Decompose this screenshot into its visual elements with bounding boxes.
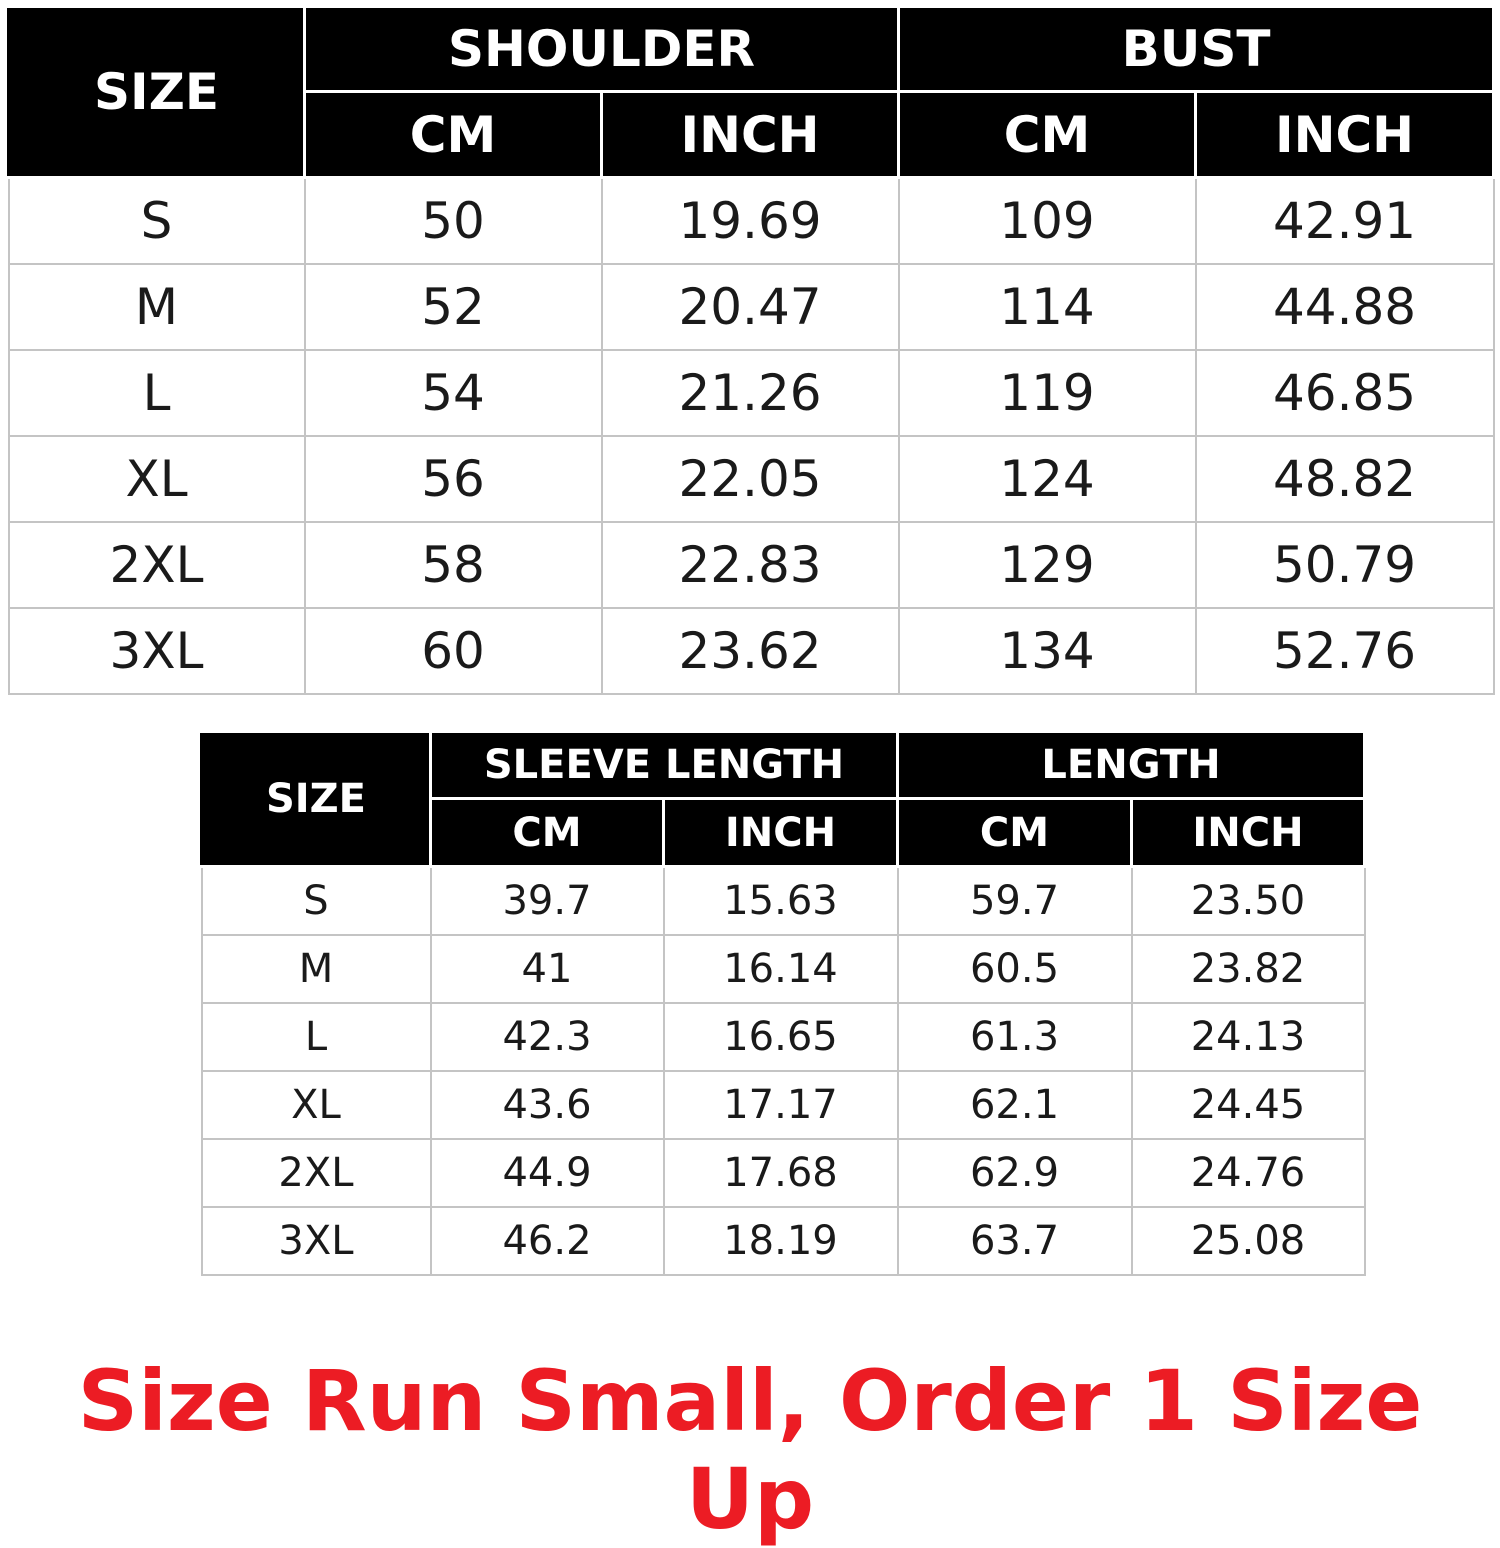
value-cell: 42.91	[1194, 176, 1495, 265]
size-cell: S	[200, 865, 432, 936]
value-cell: 43.6	[429, 1070, 665, 1140]
value-cell: 62.9	[896, 1138, 1133, 1208]
value-cell: 23.62	[600, 607, 900, 695]
value-cell: 119	[897, 349, 1197, 437]
header-row-groups: SIZE SHOULDER BUST	[7, 5, 1496, 179]
value-cell: 24.13	[1130, 1002, 1366, 1072]
header-row-units: CM INCH CM INCH	[9, 90, 1496, 179]
header-row-units: CM INCH CM INCH	[202, 797, 1366, 868]
value-cell: 23.50	[1130, 865, 1366, 936]
group-header: SHOULDER	[302, 5, 901, 93]
value-cell: 46.2	[429, 1206, 665, 1276]
table-row: 3XL 60 23.62 134 52.76	[7, 607, 1495, 695]
value-cell: 124	[897, 435, 1197, 523]
size-header: SIZE	[200, 730, 432, 868]
value-cell: 48.82	[1194, 435, 1495, 523]
value-cell: 46.85	[1194, 349, 1495, 437]
table-header: SIZE SHOULDER BUST CM INCH CM INCH	[7, 5, 1496, 179]
value-cell: 52	[303, 263, 603, 351]
value-cell: 22.83	[600, 521, 900, 609]
unit-header: CM	[303, 90, 603, 179]
size-table-sleeve-length: SIZE SLEEVE LENGTH LENGTH CM INCH CM INCH S 39.7…	[200, 730, 1366, 1276]
table-row: L 54 21.26 119 46.85	[7, 349, 1495, 437]
value-cell: 50	[303, 176, 603, 265]
value-cell: 50.79	[1194, 521, 1495, 609]
value-cell: 41	[429, 934, 665, 1004]
value-cell: 61.3	[896, 1002, 1133, 1072]
value-cell: 134	[897, 607, 1197, 695]
size-advice-note: Size Run Small, Order 1 Size Up	[77, 1352, 1423, 1548]
value-cell: 21.26	[600, 349, 900, 437]
value-cell: 25.08	[1130, 1206, 1366, 1276]
value-cell: 24.76	[1130, 1138, 1366, 1208]
size-cell: XL	[7, 435, 306, 523]
value-cell: 62.1	[896, 1070, 1133, 1140]
value-cell: 109	[897, 176, 1197, 265]
size-cell: 3XL	[200, 1206, 432, 1276]
size-cell: S	[7, 176, 306, 265]
value-cell: 129	[897, 521, 1197, 609]
size-table-shoulder-bust: SIZE SHOULDER BUST CM INCH CM INCH S 50 19.69 109 4…	[7, 5, 1496, 695]
value-cell: 44.9	[429, 1138, 665, 1208]
value-cell: 54	[303, 349, 603, 437]
value-cell: 58	[303, 521, 603, 609]
unit-header: INCH	[1194, 90, 1496, 179]
size-cell: L	[7, 349, 306, 437]
value-cell: 23.82	[1130, 934, 1366, 1004]
group-header: LENGTH	[896, 730, 1366, 800]
group-header: SLEEVE LENGTH	[429, 730, 899, 800]
value-cell: 56	[303, 435, 603, 523]
value-cell: 17.68	[662, 1138, 899, 1208]
table-row: XL 56 22.05 124 48.82	[7, 435, 1495, 523]
value-cell: 24.45	[1130, 1070, 1366, 1140]
value-cell: 60	[303, 607, 603, 695]
size-cell: 2XL	[200, 1138, 432, 1208]
unit-header: CM	[896, 797, 1133, 868]
value-cell: 42.3	[429, 1002, 665, 1072]
size-cell: 2XL	[7, 521, 306, 609]
value-cell: 16.14	[662, 934, 899, 1004]
table-row: 2XL 44.9 17.68 62.9 24.76	[200, 1138, 1366, 1208]
value-cell: 114	[897, 263, 1197, 351]
value-cell: 44.88	[1194, 263, 1495, 351]
unit-header: INCH	[599, 90, 901, 179]
size-cell: L	[200, 1002, 432, 1072]
table-row: S 50 19.69 109 42.91	[7, 176, 1495, 265]
unit-header: INCH	[662, 797, 899, 868]
value-cell: 22.05	[600, 435, 900, 523]
table-row: M 52 20.47 114 44.88	[7, 263, 1495, 351]
size-cell: 3XL	[7, 607, 306, 695]
value-cell: 18.19	[662, 1206, 899, 1276]
value-cell: 59.7	[896, 865, 1133, 936]
table-body: S 50 19.69 109 42.91 M 52 20.47 114 44.88 L 54 21.26…	[7, 176, 1495, 695]
value-cell: 20.47	[600, 263, 900, 351]
table-row: M 41 16.14 60.5 23.82	[200, 934, 1366, 1004]
table-row: L 42.3 16.65 61.3 24.13	[200, 1002, 1366, 1072]
unit-header: CM	[897, 90, 1198, 179]
size-cell: M	[7, 263, 306, 351]
header-row-groups: SIZE SLEEVE LENGTH LENGTH	[200, 730, 1366, 868]
unit-header: CM	[429, 797, 665, 868]
size-header: SIZE	[7, 5, 306, 179]
table-row: XL 43.6 17.17 62.1 24.45	[200, 1070, 1366, 1140]
table-row: S 39.7 15.63 59.7 23.50	[200, 865, 1366, 936]
value-cell: 39.7	[429, 865, 665, 936]
value-cell: 52.76	[1194, 607, 1495, 695]
size-cell: M	[200, 934, 432, 1004]
table-body: S 39.7 15.63 59.7 23.50 M 41 16.14 60.5 23.82 L 42.…	[200, 865, 1366, 1276]
table-row: 2XL 58 22.83 129 50.79	[7, 521, 1495, 609]
value-cell: 60.5	[896, 934, 1133, 1004]
value-cell: 16.65	[662, 1002, 899, 1072]
unit-header: INCH	[1130, 797, 1366, 868]
value-cell: 15.63	[662, 865, 899, 936]
value-cell: 63.7	[896, 1206, 1133, 1276]
table-header: SIZE SLEEVE LENGTH LENGTH CM INCH CM INCH	[200, 730, 1366, 868]
value-cell: 19.69	[600, 176, 900, 265]
size-cell: XL	[200, 1070, 432, 1140]
value-cell: 17.17	[662, 1070, 899, 1140]
table-row: 3XL 46.2 18.19 63.7 25.08	[200, 1206, 1366, 1276]
group-header: BUST	[897, 5, 1496, 93]
